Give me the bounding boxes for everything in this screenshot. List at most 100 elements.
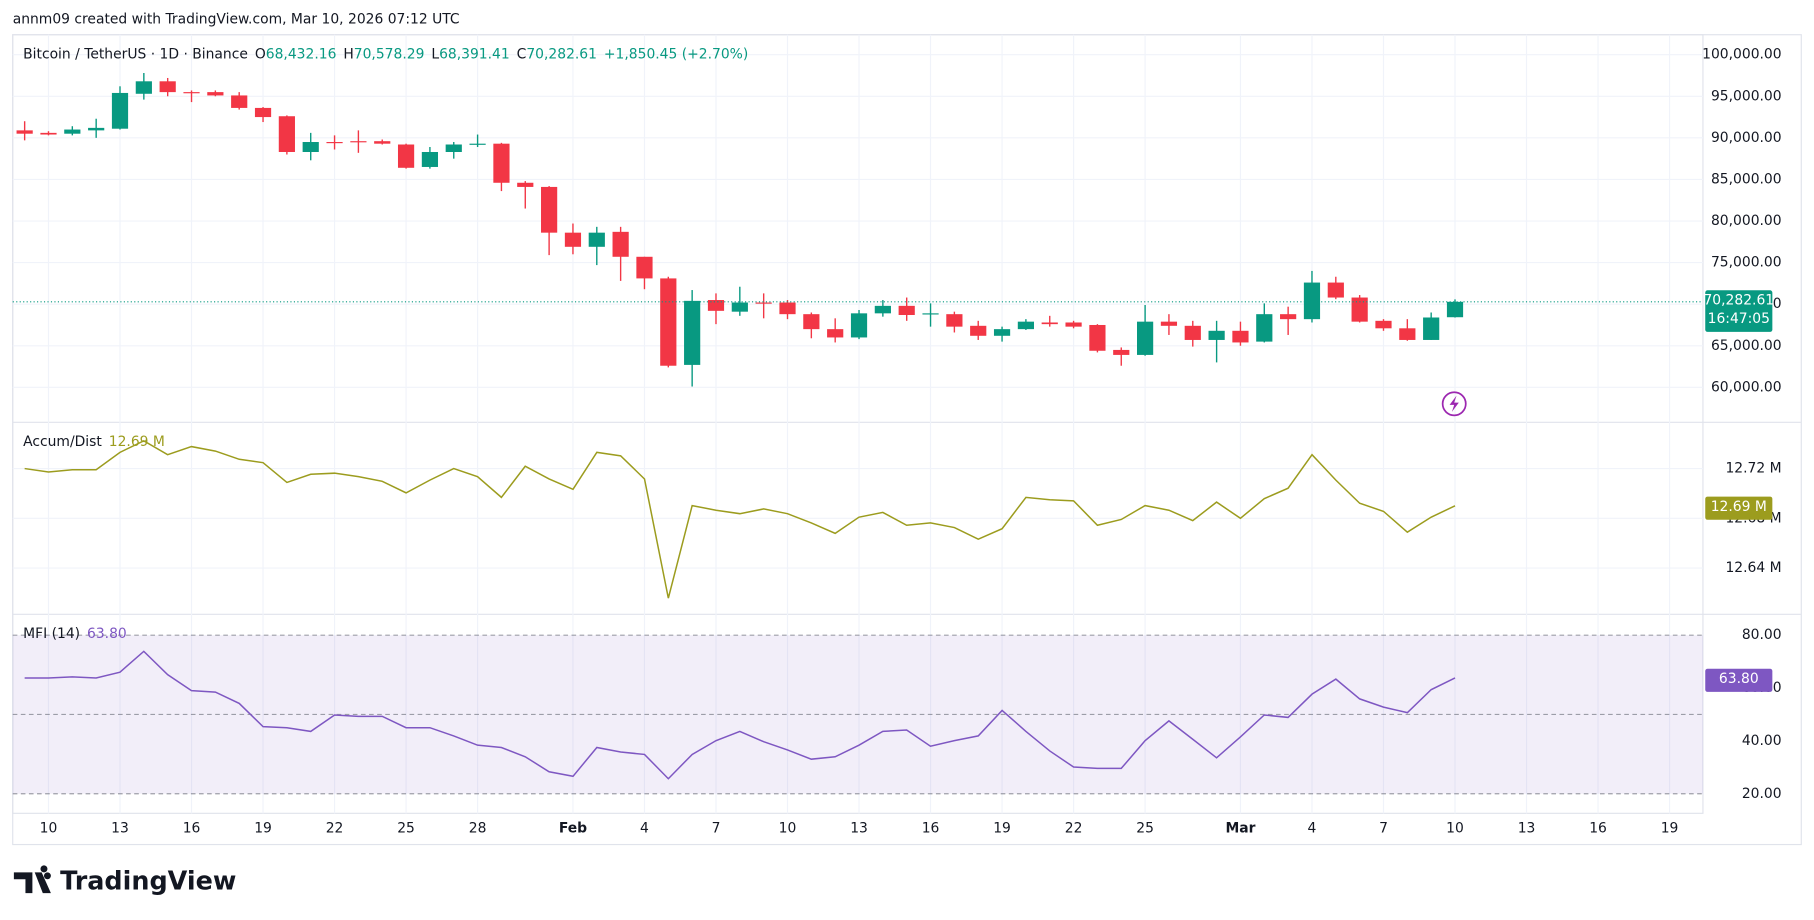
candle-body: [1065, 322, 1082, 327]
candle-body: [231, 95, 248, 108]
price-change: +1,850.45 (+2.70%): [604, 46, 748, 62]
candle-body: [88, 127, 105, 131]
candle-body: [827, 329, 844, 338]
x-tick-label: 16: [1589, 820, 1607, 836]
candle-body: [207, 92, 224, 96]
candle-body: [1208, 330, 1225, 340]
candle-body: [1017, 321, 1034, 330]
x-tick-label: 10: [40, 820, 58, 836]
y-tick-label: 95,000.00: [1711, 88, 1782, 104]
ohlc-key: O: [255, 46, 266, 62]
indicator-title: Accum/Dist: [23, 434, 102, 450]
candle-body: [278, 116, 295, 152]
y-tick-label: 20.00: [1742, 786, 1782, 802]
candle-body: [159, 81, 176, 93]
ohlc-value: 68,391.41: [439, 46, 510, 62]
x-tick-label: 13: [111, 820, 129, 836]
y-tick-label: 60,000.00: [1711, 379, 1782, 395]
ohlc-key: L: [431, 46, 439, 62]
last-value-badge-text: 12.69 M: [1711, 499, 1767, 515]
candle-body: [898, 305, 915, 316]
x-tick-label: 10: [1446, 820, 1464, 836]
candle-body: [302, 142, 319, 152]
candle-body: [946, 314, 963, 327]
candle-body: [850, 313, 868, 338]
candle-body: [588, 232, 605, 247]
candle-body: [135, 81, 152, 94]
x-tick-label: 25: [397, 820, 415, 836]
alert-icon: [1441, 391, 1467, 417]
candle-body: [326, 142, 343, 144]
x-tick-label: Feb: [559, 820, 587, 836]
candle-body: [970, 325, 987, 336]
candle-body: [183, 92, 200, 94]
candle-body: [1089, 324, 1106, 351]
x-tick-label: 16: [183, 820, 201, 836]
last-price-badge: [1705, 290, 1773, 332]
legend: Bitcoin / TetherUS · 1D · Binance O68,432…: [23, 46, 748, 62]
x-tick-label: 22: [1065, 820, 1083, 836]
candle-body: [1280, 314, 1297, 320]
candle-body: [254, 107, 272, 118]
last-price-badge-text: 70,282.61: [1703, 293, 1774, 309]
indicator-value: 63.80: [87, 626, 127, 642]
candle-body: [541, 186, 558, 233]
last-value-badge: [1705, 668, 1773, 692]
candle-body: [874, 305, 891, 314]
candle-body: [493, 143, 510, 183]
x-tick-label: 13: [1518, 820, 1536, 836]
candle-body: [755, 302, 772, 304]
candle-body: [1423, 317, 1440, 340]
x-tick-label: 4: [1308, 820, 1317, 836]
candle-body: [397, 144, 415, 168]
candle-body: [1136, 321, 1154, 355]
candle-body: [1160, 321, 1178, 326]
candle-body: [445, 144, 462, 152]
x-tick-label: Mar: [1225, 820, 1255, 836]
ohlc-value: 70,578.29: [354, 46, 425, 62]
candle-body: [350, 141, 367, 143]
candle-body: [612, 231, 629, 257]
x-tick-label: 22: [326, 820, 344, 836]
candle-body: [1256, 314, 1273, 342]
indicator-title: MFI (14): [23, 626, 80, 642]
candle-body: [1041, 322, 1058, 325]
candle-body: [803, 314, 820, 330]
x-tick-label: 4: [640, 820, 649, 836]
candle-body: [993, 329, 1011, 336]
indicator-value: 12.69 M: [109, 434, 165, 450]
candle-body: [636, 256, 653, 279]
indicator-legend: Accum/Dist 12.69 M: [23, 434, 165, 450]
candle-body: [111, 92, 129, 129]
ohlc-value: 70,282.61: [526, 46, 597, 62]
candle-body: [731, 302, 748, 312]
y-tick-label: 90,000.00: [1711, 130, 1782, 146]
x-tick-label: 7: [712, 820, 721, 836]
y-tick-label: 40.00: [1742, 733, 1782, 749]
x-tick-label: 28: [469, 820, 487, 836]
credit: annm09 created with TradingView.com, Mar…: [13, 12, 460, 28]
candle-body: [1184, 325, 1201, 340]
candle-body: [1399, 328, 1416, 340]
last-value-badge: [1705, 496, 1773, 520]
candle-body: [1303, 282, 1321, 320]
last-value-badge-text: 63.80: [1719, 671, 1759, 687]
symbol-title: Bitcoin / TetherUS · 1D · Binance: [23, 46, 248, 62]
panes: 10 13 16 19 22 25 28 Feb 4 7 10 13 16 19 22 25 Mar 4 7 10 13…: [12, 34, 1802, 846]
outer-frame: [12, 34, 1802, 846]
candle-body: [40, 132, 57, 135]
indicator-legend: MFI (14) 63.80: [23, 626, 127, 642]
candle-body: [517, 182, 534, 187]
candle-body: [1351, 297, 1368, 322]
y-tick-label: 12.64 M: [1725, 560, 1781, 576]
indicator-line: [24, 650, 1456, 780]
x-tick-label: 19: [254, 820, 272, 836]
x-tick-label: 13: [850, 820, 868, 836]
brand-logo: TradingView: [13, 865, 236, 897]
candle-body: [660, 278, 677, 366]
candle-body: [1375, 320, 1392, 329]
y-tick-label: 80.00: [1742, 627, 1782, 643]
candle-body: [1327, 282, 1344, 298]
